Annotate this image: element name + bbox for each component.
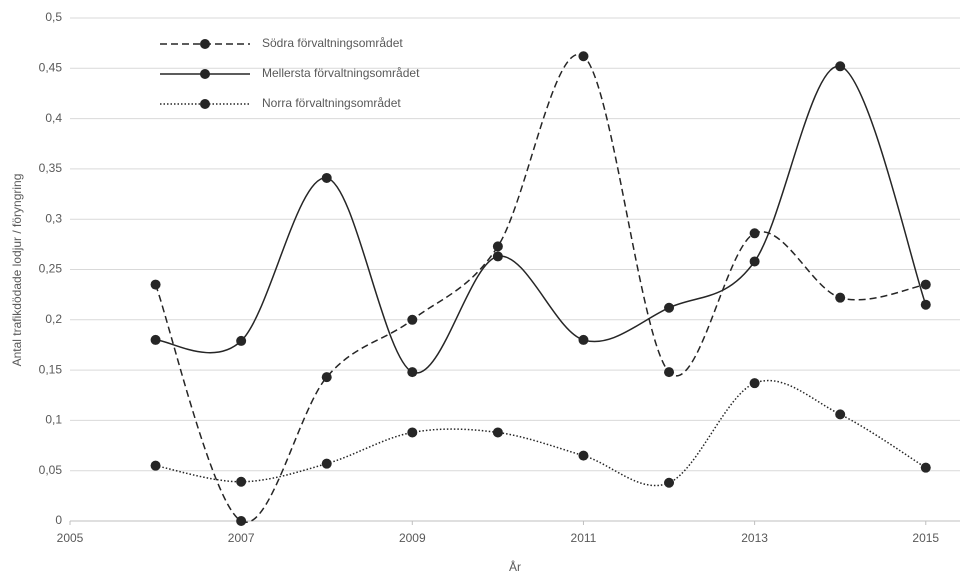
data-point (578, 51, 589, 62)
data-point (749, 256, 760, 267)
y-tick-label: 0,45 (39, 60, 63, 74)
data-point (835, 409, 846, 420)
data-point (492, 241, 503, 252)
data-point (835, 61, 846, 72)
data-point (664, 302, 675, 313)
y-tick-label: 0,35 (39, 161, 63, 175)
legend-label: Norra förvaltningsområdet (262, 96, 401, 110)
y-tick-label: 0,15 (39, 362, 63, 376)
series-line (155, 379, 927, 487)
data-point (321, 372, 332, 383)
data-point (407, 367, 418, 378)
x-tick-label: 2013 (741, 531, 768, 545)
series-line (155, 65, 927, 374)
legend-label: Mellersta förvaltningsområdet (262, 66, 420, 80)
x-tick-label: 2015 (912, 531, 939, 545)
data-point (578, 450, 589, 461)
data-point (150, 460, 161, 471)
y-tick-label: 0,3 (45, 211, 62, 225)
y-tick-label: 0,5 (45, 10, 62, 24)
data-point (407, 427, 418, 438)
data-point (236, 476, 247, 487)
data-point (321, 458, 332, 469)
data-point (492, 427, 503, 438)
legend-marker (200, 99, 210, 109)
y-axis-label: Antal trafikdödade lodjur / föryngring (10, 174, 24, 367)
y-tick-label: 0,1 (45, 413, 62, 427)
x-axis-label: År (509, 559, 521, 574)
data-point (835, 292, 846, 303)
data-point (920, 299, 931, 310)
data-point (578, 334, 589, 345)
data-point (664, 367, 675, 378)
y-tick-label: 0,4 (45, 111, 62, 125)
legend-label: Södra förvaltningsområdet (262, 36, 403, 50)
y-tick-label: 0,2 (45, 312, 62, 326)
data-point (321, 172, 332, 183)
x-tick-label: 2011 (571, 531, 597, 545)
legend-marker (200, 39, 210, 49)
data-point (150, 334, 161, 345)
data-point (920, 279, 931, 290)
data-point (150, 279, 161, 290)
x-tick-label: 2009 (399, 531, 426, 545)
data-point (492, 251, 503, 262)
data-point (236, 335, 247, 346)
data-point (749, 228, 760, 239)
data-point (664, 477, 675, 488)
x-tick-label: 2005 (57, 531, 84, 545)
y-tick-label: 0 (55, 513, 62, 527)
legend-marker (200, 69, 210, 79)
x-tick-label: 2007 (228, 531, 255, 545)
y-tick-label: 0,25 (39, 262, 63, 276)
data-point (749, 378, 760, 389)
series-line (154, 53, 926, 524)
data-point (407, 314, 418, 325)
data-point (920, 462, 931, 473)
y-tick-label: 0,05 (39, 463, 63, 477)
data-point (236, 516, 247, 526)
